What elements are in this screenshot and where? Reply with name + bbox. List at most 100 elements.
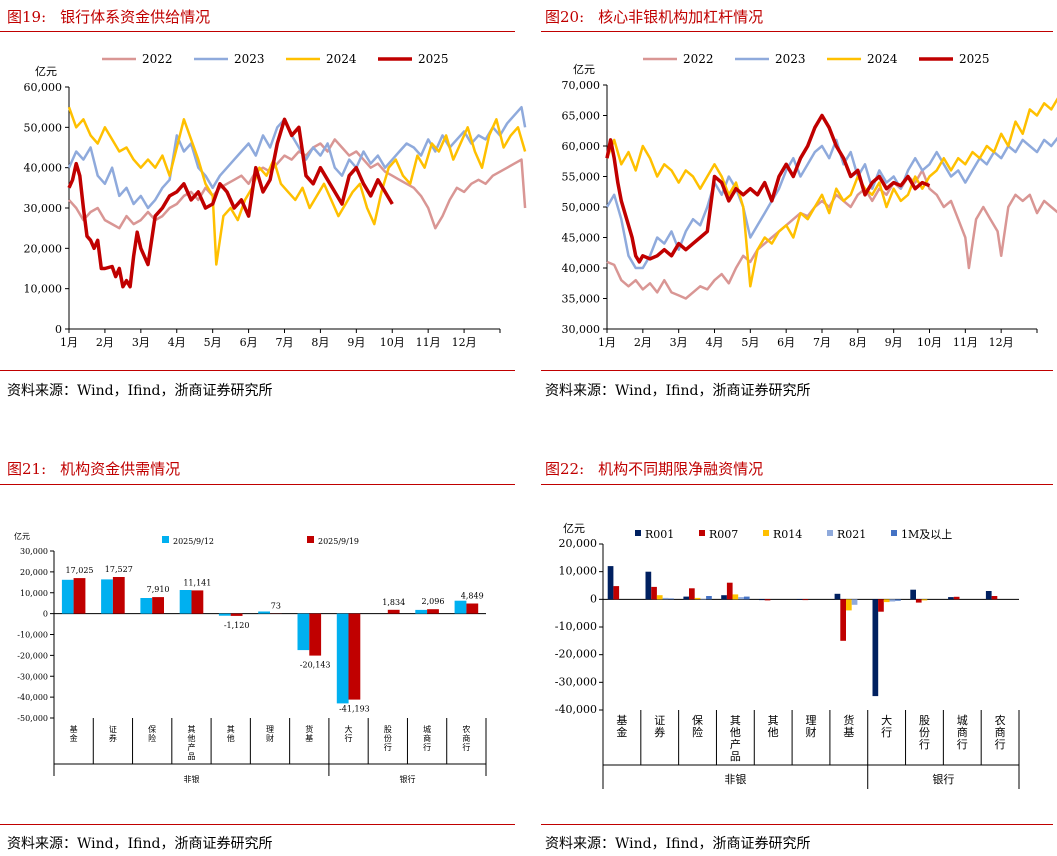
y-tick-label: 30,000 (20, 547, 48, 556)
category-label-大行: 行 (881, 726, 892, 739)
series-line-2024 (605, 97, 1057, 288)
y-tick-label: 40,000 (24, 162, 63, 175)
category-label-股份行: 份 (384, 733, 392, 743)
category-label-货基: 货 (843, 713, 854, 727)
category-label-其他产品: 其 (187, 725, 195, 734)
bar-R014-大行 (883, 599, 890, 603)
legend-swatch-R001 (635, 530, 641, 536)
bar-R021-货基 (851, 599, 858, 605)
data-label-保险: 7,910 (147, 585, 170, 594)
y-tick-label: 50,000 (24, 121, 63, 134)
category-label-农商行: 农 (462, 724, 470, 734)
x-tick-label: 7月 (813, 336, 831, 349)
bar-R021-其他产品 (738, 597, 744, 600)
panel-20-top-rule (541, 31, 1053, 32)
series-line-2023 (67, 105, 527, 210)
category-label-城商行: 商 (957, 725, 968, 739)
y-tick-label: 10,000 (559, 565, 598, 578)
bar-2025/9/12-城商行 (415, 609, 428, 614)
bar-2025/9/12-保险 (140, 598, 153, 614)
bar-2025/9/12-农商行 (454, 600, 467, 614)
panel-19-top-rule (0, 31, 515, 32)
x-tick-label: 2月 (96, 336, 114, 349)
series-line-2022 (606, 169, 1057, 300)
x-tick-label: 12月 (989, 336, 1014, 349)
x-tick-label: 1月 (60, 336, 78, 349)
category-label-证券: 券 (654, 725, 665, 739)
bar-R001-基金 (607, 566, 614, 600)
y-tick-label: 40,000 (562, 262, 601, 275)
panel-20-number: 图20: (545, 8, 585, 26)
legend-swatch-1M及以上 (891, 530, 897, 536)
category-label-保险: 险 (148, 733, 156, 743)
category-label-基金: 金 (70, 733, 78, 743)
category-label-城商行: 城 (423, 725, 431, 734)
bar-2025/9/12-证券 (101, 579, 113, 614)
data-label-基金: 17,025 (66, 566, 94, 575)
x-tick-label: 5月 (741, 336, 759, 349)
x-tick-label: 11月 (953, 336, 978, 349)
bar-1M及以上-证券 (668, 598, 674, 600)
y-tick-label: -30,000 (17, 672, 48, 681)
bar-1M及以上-大行 (895, 599, 901, 601)
y-tick-label: 10,000 (24, 283, 63, 296)
legend-swatch-R021 (827, 530, 833, 536)
group-label-非银: 非银 (724, 772, 746, 786)
x-tick-label: 3月 (670, 336, 688, 349)
y-tick-label: -20,000 (555, 648, 597, 661)
y-tick-label: -30,000 (555, 675, 597, 688)
panel-22-source: 资料来源：Wind，Ifind，浙商证券研究所 (545, 836, 811, 852)
category-label-城商行: 城 (957, 714, 968, 727)
x-tick-label: 9月 (347, 336, 365, 349)
data-label-大行: -41,193 (339, 705, 370, 714)
y-axis-unit: 亿元 (573, 63, 595, 76)
bar-R007-其他产品 (726, 582, 733, 600)
data-label-证券: 17,527 (105, 565, 133, 574)
panel-21-title: 图21: 机构资金供需情况 (7, 458, 180, 479)
data-label-股份行: 1,834 (382, 598, 405, 607)
y-tick-label: 30,000 (24, 202, 63, 215)
panel-21-bottom-rule (0, 824, 515, 825)
bar-R014-股份行 (921, 599, 928, 601)
legend-label-R001: R001 (645, 528, 674, 541)
panel-19-number: 图19: (7, 8, 47, 26)
x-tick-label: 1月 (598, 336, 616, 349)
bar-2025/9/19-农商行 (466, 603, 479, 614)
legend-swatch-R014 (763, 530, 769, 536)
panel-22-number: 图22: (545, 460, 585, 478)
data-label-其他: -1,120 (224, 621, 250, 630)
category-label-农商行: 商 (995, 725, 1006, 739)
bar-R001-理财 (796, 599, 803, 600)
category-label-理财: 财 (266, 733, 274, 743)
legend-label-2022: 2022 (142, 52, 173, 66)
bar-2025/9/19-大行 (348, 613, 361, 700)
bar-2025/9/12-大行 (336, 613, 349, 704)
bar-R001-保险 (683, 596, 690, 600)
category-label-其他: 其 (227, 725, 235, 734)
x-tick-label: 3月 (132, 336, 150, 349)
panel-22-bottom-rule (541, 824, 1053, 825)
legend-label-2025: 2025 (418, 52, 449, 66)
chart-bank-funding-supply: 2022 2023 2024 2025 亿元 0 10,000 20,000 30,000 40,… (24, 52, 527, 349)
category-label-理财: 理 (266, 725, 274, 734)
category-label-保险: 保 (148, 724, 156, 734)
bar-R007-货基 (840, 599, 846, 641)
y-tick-label: 60,000 (562, 140, 601, 153)
y-tick-label: 20,000 (20, 568, 48, 577)
panel-21-top-rule (0, 484, 515, 485)
legend-swatch-R007 (699, 530, 705, 536)
category-label-证券: 证 (109, 725, 117, 734)
y-axis-unit: 亿元 (563, 522, 585, 535)
panel-20-title-text: 核心非银机构加杠杆情况 (598, 8, 764, 26)
data-label-农商行: 4,849 (461, 592, 484, 601)
category-label-基金: 金 (616, 725, 627, 739)
x-tick-label: 5月 (204, 336, 222, 349)
y-tick-label: 0 (590, 592, 597, 605)
legend-label-R021: R021 (837, 528, 866, 541)
bar-R001-农商行 (985, 591, 992, 600)
category-label-货基: 基 (305, 733, 313, 743)
category-label-其他产品: 他 (187, 733, 195, 743)
bar-R007-证券 (651, 586, 657, 600)
bar-2025/9/19-城商行 (427, 609, 439, 614)
panel-22-title: 图22: 机构不同期限净融资情况 (545, 458, 763, 479)
